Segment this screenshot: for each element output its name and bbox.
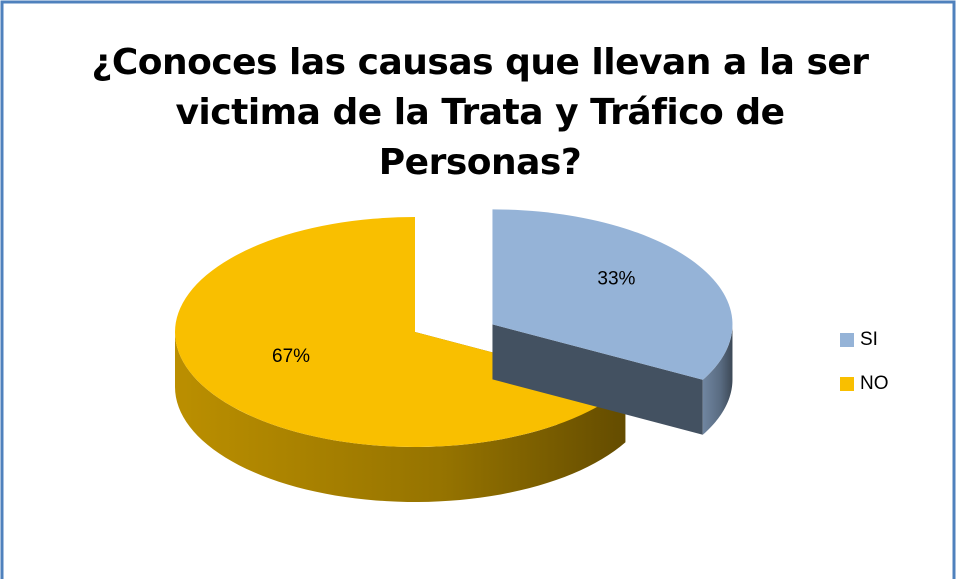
data-label: 67% <box>272 346 310 367</box>
slice-side <box>702 324 733 435</box>
slice-side <box>175 332 626 502</box>
chart-title: ¿Conoces las causas que llevan a la ser … <box>91 42 869 183</box>
slice <box>175 217 626 447</box>
legend-label: SI <box>860 329 878 350</box>
legend-swatch <box>840 333 854 347</box>
data-label: 33% <box>597 268 635 289</box>
legend-swatch <box>840 377 854 391</box>
legend-label: NO <box>860 373 889 394</box>
slice-face <box>492 324 703 435</box>
slice <box>492 209 733 380</box>
